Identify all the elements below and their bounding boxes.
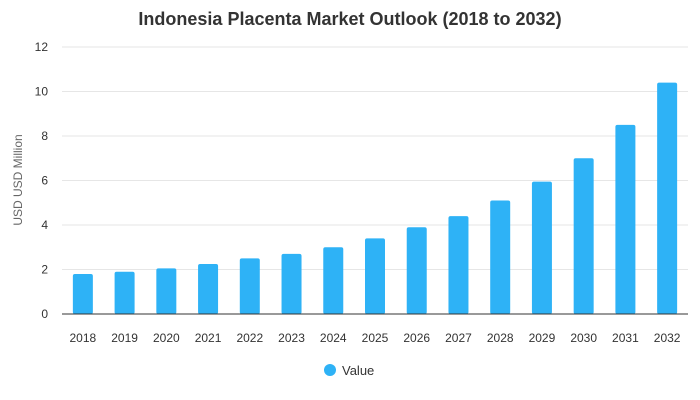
bar-2022[interactable] [239,258,260,314]
bar-2021[interactable] [198,263,219,314]
x-tick-label: 2019 [111,331,138,345]
bar-2023[interactable] [281,253,302,314]
y-axis-ticks: 0 2 4 6 8 10 12 [35,40,49,321]
legend-marker-icon [324,364,336,376]
bar-2028[interactable] [490,200,511,314]
y-axis-title: USD USD Million [11,134,25,225]
bar-2027[interactable] [448,216,469,314]
bar-2029[interactable] [531,181,552,314]
legend-label: Value [342,363,374,378]
x-tick-label: 2030 [570,331,597,345]
y-tick-label: 12 [35,40,49,54]
y-tick-label: 10 [35,85,49,99]
x-tick-label: 2027 [445,331,472,345]
x-tick-label: 2024 [320,331,347,345]
x-tick-label: 2029 [529,331,556,345]
bar-2030[interactable] [573,158,594,314]
x-tick-label: 2031 [612,331,639,345]
x-tick-label: 2023 [278,331,305,345]
x-tick-label: 2021 [195,331,222,345]
bar-2026[interactable] [406,227,427,314]
x-tick-label: 2026 [403,331,430,345]
y-tick-label: 0 [41,307,48,321]
x-tick-label: 2032 [654,331,681,345]
bar-2025[interactable] [365,238,385,314]
legend[interactable]: Value [324,363,374,378]
y-tick-label: 8 [41,129,48,143]
x-tick-label: 2022 [236,331,263,345]
y-tick-label: 6 [41,174,48,188]
bar-2024[interactable] [323,247,344,314]
bar-2018[interactable] [72,273,93,314]
bar-2020[interactable] [156,268,177,314]
bar-2032[interactable] [657,82,678,314]
y-tick-label: 2 [41,263,48,277]
x-tick-label: 2018 [70,331,97,345]
x-tick-label: 2020 [153,331,180,345]
bars [72,82,678,314]
gridlines [62,46,688,270]
bar-2019[interactable] [114,271,135,314]
bar-2031[interactable] [615,124,636,314]
x-tick-label: 2028 [487,331,514,345]
y-tick-label: 4 [41,218,48,232]
x-tick-label: 2025 [362,331,389,345]
x-axis-ticks: 2018 2019 2020 2021 2022 2023 2024 2025 2026 2027… [70,331,681,345]
chart-title: Indonesia Placenta Market Outlook (2018 … [138,9,561,29]
